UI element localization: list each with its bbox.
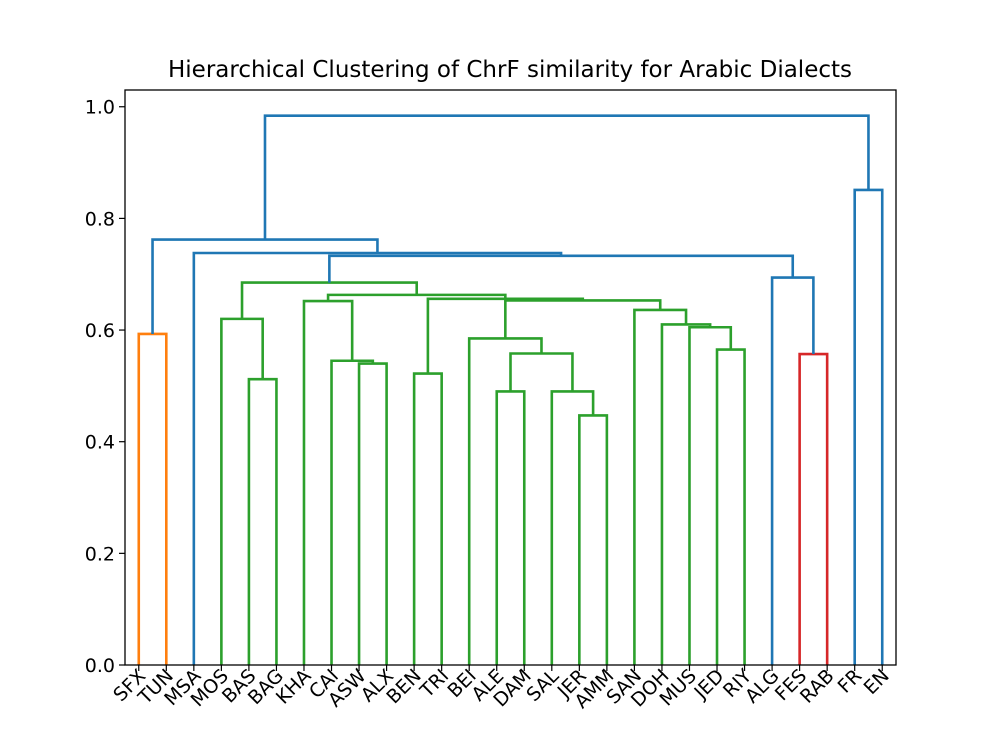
- y-tick-label: 0.2: [85, 543, 115, 565]
- dendrogram-link: [357, 362, 388, 665]
- dendrogram-link: [263, 114, 870, 240]
- y-tick-label: 0.8: [85, 208, 115, 230]
- y-tick-label: 0.6: [85, 320, 115, 342]
- y-tick-label: 0.0: [85, 655, 115, 677]
- dendrogram-link: [247, 377, 278, 665]
- dendrogram-link: [770, 276, 815, 665]
- dendrogram-link: [192, 251, 563, 665]
- chart-title: Hierarchical Clustering of ChrF similari…: [168, 57, 852, 83]
- dendrogram-link: [328, 254, 795, 283]
- dendrogram-link: [151, 238, 379, 334]
- y-axis: 0.0 0.2 0.4 0.6 0.8 1.0: [85, 97, 125, 677]
- dendrogram-link: [326, 293, 507, 302]
- plot-frame: [124, 89, 897, 666]
- y-tick-label: 0.4: [85, 432, 115, 454]
- y-tick-label: 1.0: [85, 97, 115, 119]
- dendrogram-branches: [137, 114, 884, 665]
